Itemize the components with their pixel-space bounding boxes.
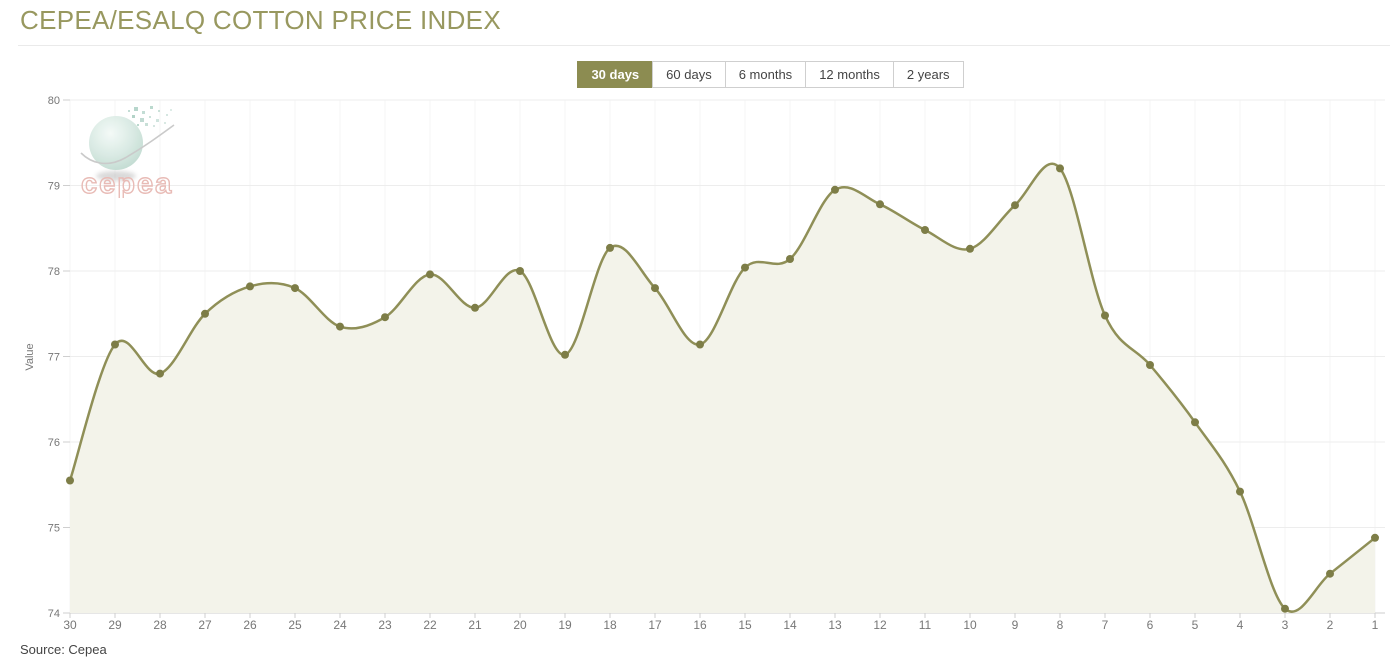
x-tick-label: 30 bbox=[63, 618, 77, 632]
x-tick-label: 9 bbox=[1012, 618, 1019, 632]
x-tick-label: 2 bbox=[1327, 618, 1334, 632]
data-point-16[interactable] bbox=[696, 340, 704, 349]
y-tick-label: 80 bbox=[48, 95, 60, 107]
data-point-7[interactable] bbox=[1101, 311, 1109, 320]
data-point-3[interactable] bbox=[1281, 604, 1289, 613]
area-fill bbox=[70, 163, 1375, 613]
x-tick-label: 5 bbox=[1192, 618, 1199, 632]
data-point-8[interactable] bbox=[1056, 164, 1064, 173]
y-tick-label: 74 bbox=[48, 608, 60, 620]
data-point-10[interactable] bbox=[966, 244, 974, 253]
source-label: Source: Cepea bbox=[20, 642, 107, 657]
x-tick-label: 4 bbox=[1237, 618, 1244, 632]
x-tick-label: 23 bbox=[378, 618, 392, 632]
data-point-18[interactable] bbox=[606, 243, 614, 252]
data-point-14[interactable] bbox=[786, 255, 794, 263]
data-point-5[interactable] bbox=[1191, 418, 1199, 427]
data-point-24[interactable] bbox=[336, 322, 344, 331]
x-tick-label: 22 bbox=[423, 618, 437, 632]
title-divider bbox=[18, 45, 1390, 46]
data-point-26[interactable] bbox=[246, 282, 254, 291]
page-title: CEPEA/ESALQ COTTON PRICE INDEX bbox=[20, 5, 501, 35]
y-axis-title: Value bbox=[24, 343, 36, 370]
x-tick-label: 7 bbox=[1102, 618, 1109, 632]
x-tick-label: 19 bbox=[558, 618, 572, 632]
x-tick-label: 10 bbox=[963, 618, 977, 632]
data-point-22[interactable] bbox=[426, 270, 434, 279]
data-point-15[interactable] bbox=[741, 263, 749, 272]
data-point-25[interactable] bbox=[291, 284, 299, 293]
x-tick-label: 3 bbox=[1282, 618, 1289, 632]
data-point-1[interactable] bbox=[1371, 533, 1379, 542]
x-tick-label: 15 bbox=[738, 618, 752, 632]
data-point-28[interactable] bbox=[156, 369, 164, 378]
range-button-60-days[interactable]: 60 days bbox=[652, 61, 726, 88]
range-button-2-years[interactable]: 2 years bbox=[892, 61, 964, 88]
range-selector: 30 days 60 days 6 months 12 months 2 years bbox=[0, 61, 1400, 88]
x-tick-label: 21 bbox=[468, 618, 482, 632]
x-tick-label: 27 bbox=[198, 618, 212, 632]
x-tick-label: 6 bbox=[1147, 618, 1154, 632]
x-tick-label: 17 bbox=[648, 618, 662, 632]
x-tick-label: 13 bbox=[828, 618, 842, 632]
x-tick-label: 28 bbox=[153, 618, 167, 632]
y-tick-label: 76 bbox=[48, 437, 60, 449]
range-button-6-months[interactable]: 6 months bbox=[724, 61, 807, 88]
y-tick-label: 78 bbox=[48, 266, 60, 278]
x-tick-label: 18 bbox=[603, 618, 617, 632]
chart-area: 74 75 76 77 78 79 80 30 29 28 27 26 25 24 23 22 21 20 19 18… bbox=[0, 93, 1400, 635]
x-tick-label: 25 bbox=[288, 618, 302, 632]
x-tick-label: 12 bbox=[873, 618, 887, 632]
data-point-27[interactable] bbox=[201, 309, 209, 318]
data-point-12[interactable] bbox=[876, 200, 884, 209]
y-tick-label: 75 bbox=[48, 523, 60, 535]
x-tick-label: 11 bbox=[919, 618, 932, 632]
x-tick-label: 26 bbox=[243, 618, 257, 632]
y-tick-label: 77 bbox=[48, 352, 60, 364]
x-tick-label: 14 bbox=[783, 618, 797, 632]
range-button-12-months[interactable]: 12 months bbox=[805, 61, 894, 88]
data-point-4[interactable] bbox=[1236, 487, 1244, 496]
x-tick-label: 16 bbox=[693, 618, 707, 632]
data-point-11[interactable] bbox=[921, 226, 929, 234]
price-line bbox=[68, 162, 1377, 613]
x-tick-label: 1 bbox=[1372, 618, 1379, 632]
x-tick-label: 29 bbox=[108, 618, 122, 632]
y-tick-label: 79 bbox=[48, 181, 60, 193]
data-point-23[interactable] bbox=[381, 313, 389, 322]
range-button-30-days[interactable]: 30 days bbox=[577, 61, 654, 88]
x-axis-labels: 30 29 28 27 26 25 24 23 22 21 20 19 18 17 16 15 14 13 12 11… bbox=[63, 618, 1378, 632]
data-point-6[interactable] bbox=[1146, 361, 1154, 369]
y-axis-labels: 74 75 76 77 78 79 80 bbox=[48, 95, 60, 620]
data-point-19[interactable] bbox=[561, 350, 569, 359]
data-point-2[interactable] bbox=[1326, 569, 1334, 578]
x-tick-label: 24 bbox=[333, 618, 347, 632]
x-tick-label: 8 bbox=[1057, 618, 1064, 632]
data-point-21[interactable] bbox=[471, 303, 479, 312]
x-tick-label: 20 bbox=[513, 618, 527, 632]
data-point-20[interactable] bbox=[516, 267, 524, 275]
data-point-30[interactable] bbox=[66, 476, 74, 485]
data-points bbox=[66, 164, 1379, 613]
data-point-9[interactable] bbox=[1011, 201, 1019, 210]
data-point-13[interactable] bbox=[831, 185, 839, 194]
data-point-29[interactable] bbox=[111, 340, 119, 349]
data-point-17[interactable] bbox=[651, 284, 659, 293]
